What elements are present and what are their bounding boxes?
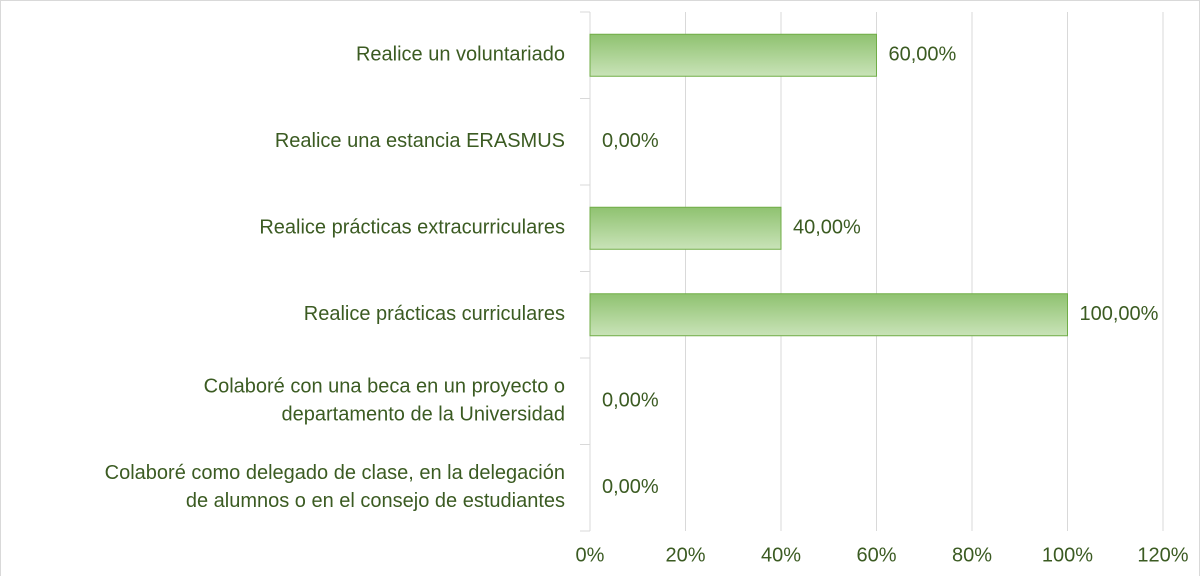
y-tick-label: Colaboré con una beca en un proyecto o de… — [204, 376, 565, 426]
x-tick-label: 20% — [665, 544, 705, 566]
data-label: 0,00% — [602, 476, 659, 498]
x-tick-label: 60% — [856, 544, 896, 566]
bar — [589, 293, 1068, 337]
y-tick-label: Realice una estancia ERASMUS — [275, 130, 565, 152]
data-label: 0,00% — [602, 130, 659, 152]
data-label: 40,00% — [793, 217, 861, 239]
y-tick-label: Realice prácticas extracurriculares — [259, 217, 565, 239]
bar — [589, 33, 877, 77]
y-tick-label: Colaboré como delegado de clase, en la d… — [105, 462, 565, 512]
y-tick-label: Realice un voluntariado — [356, 44, 565, 66]
bar — [589, 206, 782, 250]
x-tick-label: 80% — [952, 544, 992, 566]
x-tick-label: 0% — [576, 544, 605, 566]
x-tick-label: 40% — [761, 544, 801, 566]
data-label: 100,00% — [1080, 303, 1159, 325]
y-tick-label: Realice prácticas curriculares — [304, 303, 565, 325]
x-tick-label: 120% — [1137, 544, 1188, 566]
data-label: 0,00% — [602, 390, 659, 412]
x-tick-label: 100% — [1042, 544, 1093, 566]
data-label: 60,00% — [889, 44, 957, 66]
